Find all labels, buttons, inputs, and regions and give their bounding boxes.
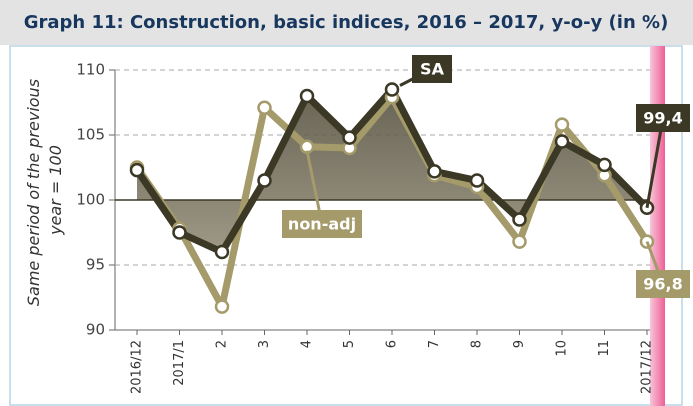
x-tick-label: 9 bbox=[512, 340, 527, 348]
marker bbox=[427, 164, 442, 179]
x-tick-label: 8 bbox=[470, 340, 485, 348]
marker bbox=[129, 162, 145, 178]
marker bbox=[597, 157, 612, 173]
x-tick-label: 2 bbox=[215, 340, 230, 348]
y-tick-label: 105 bbox=[76, 126, 105, 144]
value-label-box bbox=[636, 270, 690, 298]
value-label: 99,4 bbox=[643, 109, 682, 128]
title-band bbox=[0, 0, 693, 45]
chart-title: Graph 11: Construction, basic indices, 2… bbox=[24, 12, 669, 33]
marker bbox=[512, 212, 527, 227]
y-axis-label: Same period of the previous year = 100 bbox=[24, 74, 65, 306]
marker bbox=[172, 225, 187, 240]
marker bbox=[554, 134, 570, 149]
value-label-box bbox=[636, 104, 690, 132]
marker bbox=[257, 173, 272, 188]
y-axis-label-line: year = 100 bbox=[46, 145, 65, 236]
x-tick-label: 7 bbox=[427, 340, 442, 348]
value-label: 96,8 bbox=[643, 275, 682, 294]
marker bbox=[299, 88, 315, 104]
x-tick-label: 2016/12 bbox=[130, 340, 145, 394]
y-tick-label: 90 bbox=[86, 321, 105, 339]
marker bbox=[554, 117, 570, 132]
marker bbox=[214, 244, 230, 260]
x-tick-label: 6 bbox=[385, 340, 400, 348]
legend-label-box bbox=[282, 210, 362, 238]
x-tick-label: 3 bbox=[257, 340, 272, 348]
marker bbox=[469, 173, 485, 188]
marker bbox=[512, 234, 527, 249]
y-axis-label-line: Same period of the previous bbox=[24, 79, 43, 306]
marker bbox=[342, 130, 357, 145]
x-tick-label: 2017/1 bbox=[172, 340, 187, 386]
x-tick-label: 2017/12 bbox=[640, 340, 655, 394]
y-tick-label: 110 bbox=[76, 61, 105, 79]
y-tick-label: 95 bbox=[86, 256, 105, 274]
marker bbox=[257, 100, 272, 115]
y-tick-label: 100 bbox=[76, 191, 105, 209]
x-tick-label: 11 bbox=[597, 340, 612, 357]
legend-label-box bbox=[412, 55, 452, 83]
x-tick-label: 4 bbox=[300, 340, 315, 348]
pointer bbox=[645, 117, 665, 209]
x-tick-label: 10 bbox=[555, 340, 570, 357]
legend-label: SA bbox=[420, 60, 445, 79]
marker bbox=[384, 82, 400, 97]
area bbox=[137, 89, 647, 252]
x-tick-label: 5 bbox=[342, 340, 357, 348]
legend-label: non-adj bbox=[288, 215, 356, 234]
marker bbox=[214, 299, 230, 314]
